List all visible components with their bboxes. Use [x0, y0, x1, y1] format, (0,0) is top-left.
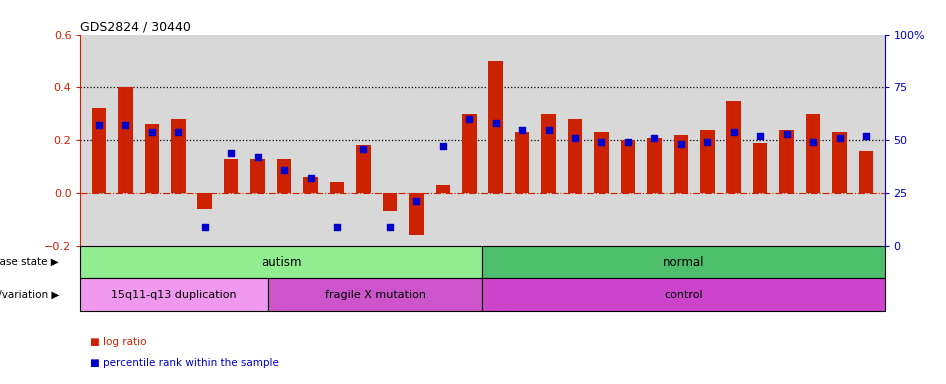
Point — [382, 223, 397, 230]
Bar — [753, 143, 767, 193]
Bar — [621, 140, 635, 193]
Text: disease state ▶: disease state ▶ — [0, 257, 59, 267]
Point — [223, 150, 238, 156]
Bar — [674, 135, 688, 193]
Point — [197, 223, 212, 230]
Bar — [277, 159, 291, 193]
Bar — [92, 108, 106, 193]
Point — [276, 167, 291, 173]
Text: genotype/variation ▶: genotype/variation ▶ — [0, 290, 59, 300]
Bar — [356, 146, 371, 193]
Bar — [647, 137, 661, 193]
Point — [621, 139, 636, 146]
Text: fragile X mutation: fragile X mutation — [324, 290, 426, 300]
Text: control: control — [664, 290, 703, 300]
Point — [594, 139, 609, 146]
Bar — [727, 101, 741, 193]
Bar — [251, 159, 265, 193]
Point — [409, 199, 424, 205]
Point — [170, 129, 185, 135]
Point — [515, 127, 530, 133]
Text: ■ log ratio: ■ log ratio — [90, 337, 147, 347]
Bar — [198, 193, 212, 209]
Point — [250, 154, 265, 160]
Point — [462, 116, 477, 122]
Point — [806, 139, 821, 146]
Bar — [482, 246, 885, 278]
Bar — [482, 278, 885, 311]
Bar — [409, 193, 424, 235]
Text: normal: normal — [663, 256, 704, 268]
Point — [356, 146, 371, 152]
Text: GDS2824 / 30440: GDS2824 / 30440 — [80, 20, 191, 33]
Point — [118, 122, 133, 129]
Bar — [806, 114, 820, 193]
Bar — [541, 114, 556, 193]
Bar — [268, 278, 482, 311]
Point — [780, 131, 795, 137]
Bar — [145, 124, 159, 193]
Text: 15q11-q13 duplication: 15q11-q13 duplication — [112, 290, 237, 300]
Point — [144, 129, 159, 135]
Point — [329, 223, 344, 230]
Point — [541, 127, 556, 133]
Text: autism: autism — [261, 256, 302, 268]
Bar — [462, 114, 477, 193]
Point — [568, 135, 583, 141]
Bar — [780, 129, 794, 193]
Point — [832, 135, 847, 141]
Point — [647, 135, 662, 141]
Bar — [435, 185, 450, 193]
Bar — [118, 87, 132, 193]
Bar — [80, 278, 268, 311]
Point — [488, 120, 503, 126]
Bar — [515, 132, 530, 193]
Bar — [832, 132, 847, 193]
Bar — [594, 132, 609, 193]
Bar — [700, 129, 714, 193]
Bar — [171, 119, 185, 193]
Text: ■ percentile rank within the sample: ■ percentile rank within the sample — [90, 358, 279, 368]
Bar — [488, 61, 503, 193]
Bar — [80, 246, 482, 278]
Point — [727, 129, 742, 135]
Point — [92, 122, 107, 129]
Point — [303, 175, 318, 181]
Point — [753, 133, 768, 139]
Bar — [224, 159, 238, 193]
Point — [674, 141, 689, 147]
Bar — [859, 151, 873, 193]
Point — [858, 133, 873, 139]
Bar — [330, 182, 344, 193]
Bar — [568, 119, 583, 193]
Bar — [304, 177, 318, 193]
Point — [435, 144, 450, 150]
Point — [700, 139, 715, 146]
Bar — [382, 193, 397, 212]
